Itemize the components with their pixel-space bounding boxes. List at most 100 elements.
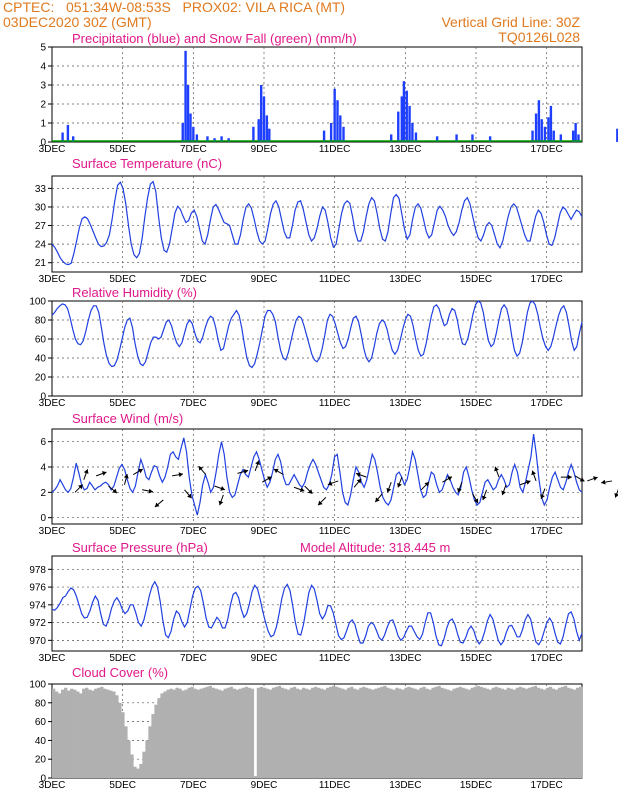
x-tick-label: 7DEC: [180, 526, 207, 537]
precip-bar: [549, 105, 553, 142]
cloud-bar: [548, 686, 553, 778]
x-tick-label: 11DEC: [319, 780, 351, 791]
wind-title: Surface Wind (m/s): [72, 411, 184, 426]
x-tick-label: 7DEC: [180, 653, 207, 664]
cloud-bar: [250, 688, 255, 778]
cloud-bar: [205, 686, 209, 778]
x-tick-label: 11DEC: [319, 274, 351, 285]
cloud-bar: [73, 689, 77, 778]
x-tick-label: 17DEC: [531, 398, 563, 409]
x-tick-label: 7DEC: [180, 398, 207, 409]
wind-arrow-head: [327, 481, 333, 486]
model-altitude: Model Altitude: 318.445 m: [300, 540, 451, 555]
x-tick-label: 5DEC: [109, 780, 136, 791]
vertical-grid-note: Vertical Grid Line: 30Z: [441, 14, 580, 30]
cloud-bar: [97, 687, 101, 778]
cloud-bar: [298, 689, 303, 778]
y-tick-label: 20: [35, 373, 47, 384]
cloud-bar: [455, 687, 459, 778]
cloud-bar: [295, 688, 300, 778]
cloud-bar: [506, 687, 511, 778]
cloud-bar: [253, 776, 258, 778]
precip-bar: [488, 136, 492, 142]
cloud-bar: [304, 688, 309, 778]
cloud-bar: [229, 686, 233, 778]
y-tick-label: 60: [35, 717, 47, 728]
cloud-bar: [190, 686, 194, 778]
y-tick-label: 27: [35, 221, 47, 232]
cloud-bar: [199, 688, 203, 778]
cloud-bar: [452, 688, 456, 778]
cloud-bar: [359, 687, 363, 778]
cloud-bar: [88, 689, 92, 778]
cloud-bar: [512, 689, 517, 778]
x-tick-label: 5DEC: [109, 653, 136, 664]
cloud-bar: [437, 685, 441, 778]
wind-arrow-head: [494, 466, 499, 472]
cloud-bar: [554, 689, 559, 778]
cloud-bar: [380, 686, 384, 778]
cloud-bar: [527, 687, 532, 778]
wind-arrow-head: [307, 489, 313, 494]
cloud-bar: [214, 688, 218, 778]
y-tick-label: 20: [35, 755, 47, 766]
x-tick-label: 13DEC: [389, 653, 421, 664]
cloud-bar: [413, 688, 417, 778]
cloud-bar: [103, 688, 107, 778]
precip-bar: [252, 126, 255, 142]
cloud-bar: [479, 686, 483, 778]
y-tick-label: 24: [35, 240, 47, 251]
cloud-bar: [118, 702, 122, 778]
wind-arrow-head: [187, 493, 192, 499]
cloud-bar: [335, 686, 339, 778]
y-tick-label: 60: [35, 335, 47, 346]
precip-bar: [574, 123, 577, 142]
precip-bar: [268, 128, 271, 142]
cloud-bar: [416, 689, 420, 778]
cloud-bar: [473, 686, 477, 778]
y-tick-label: 974: [29, 600, 46, 611]
wind-arrow-head: [138, 468, 143, 474]
x-tick-label: 17DEC: [531, 780, 563, 791]
cloud-bar: [536, 687, 541, 778]
cloud-bar: [223, 688, 227, 778]
cloud-bar: [100, 686, 104, 778]
y-tick-label: 80: [35, 698, 47, 709]
precip-bar: [339, 115, 342, 142]
cloud-bar: [449, 690, 453, 778]
x-tick-label: 7DEC: [180, 780, 207, 791]
precip-bar: [400, 96, 403, 142]
x-tick-label: 9DEC: [251, 274, 278, 285]
cloud-bar: [542, 689, 547, 778]
run-date: 03DEC2020 30Z (GMT): [3, 14, 152, 30]
x-tick-label: 15DEC: [460, 398, 492, 409]
y-tick-label: 3: [40, 81, 46, 92]
wind-arrow-head: [614, 493, 618, 498]
wind-arrow-head: [567, 474, 572, 480]
precip-bar: [342, 126, 345, 142]
cloud-bar: [533, 685, 538, 778]
precip-title: Precipitation (blue) and Snow Fall (gree…: [72, 31, 357, 46]
cloud-bar: [274, 686, 279, 778]
cloud-bar: [530, 686, 535, 778]
x-tick-label: 5DEC: [109, 526, 136, 537]
cloud-bar: [175, 687, 179, 778]
cloud-bar: [232, 688, 236, 778]
cloud-bar: [112, 691, 116, 778]
plot-frame: [51, 555, 583, 652]
precip-bar: [559, 134, 562, 142]
wind-arrow-head: [356, 478, 362, 484]
precip-bar: [540, 119, 543, 142]
wind-arrow-head: [198, 466, 204, 471]
cloud-bar: [419, 687, 423, 778]
cloud-bar: [181, 690, 185, 778]
wind-arrow-head: [531, 470, 536, 476]
y-tick-label: 0: [40, 392, 46, 403]
station-header: CPTEC: 051:34W-08:53S PROX02: VILA RICA …: [3, 0, 346, 15]
cloud-bar: [362, 686, 366, 778]
cloud-title: Cloud Cover (%): [72, 665, 169, 680]
x-tick-label: 9DEC: [251, 398, 278, 409]
precip-bar: [220, 136, 223, 142]
precip-bar: [411, 123, 414, 142]
